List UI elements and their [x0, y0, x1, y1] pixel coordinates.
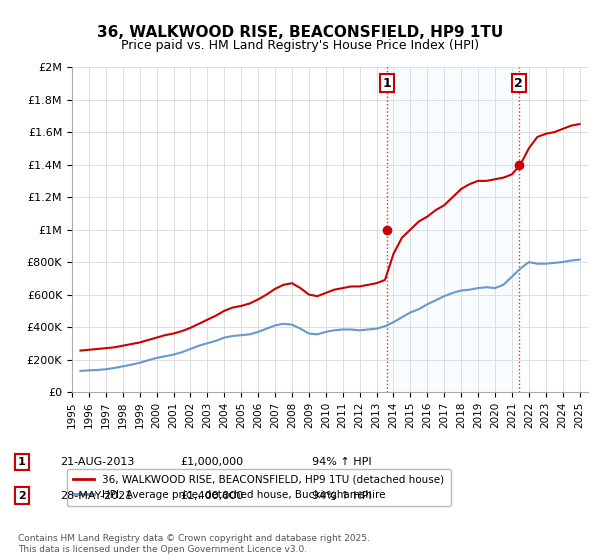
Text: 94% ↑ HPI: 94% ↑ HPI — [312, 457, 371, 467]
Text: 1: 1 — [383, 77, 392, 90]
Text: 21-AUG-2013: 21-AUG-2013 — [60, 457, 134, 467]
Text: £1,000,000: £1,000,000 — [180, 457, 243, 467]
Text: 94% ↑ HPI: 94% ↑ HPI — [312, 491, 371, 501]
Text: 28-MAY-2021: 28-MAY-2021 — [60, 491, 132, 501]
Bar — [388, 67, 519, 392]
Text: Price paid vs. HM Land Registry's House Price Index (HPI): Price paid vs. HM Land Registry's House … — [121, 39, 479, 52]
Legend: 36, WALKWOOD RISE, BEACONSFIELD, HP9 1TU (detached house), HPI: Average price, d: 36, WALKWOOD RISE, BEACONSFIELD, HP9 1TU… — [67, 469, 451, 506]
Text: 2: 2 — [514, 77, 523, 90]
Text: 36, WALKWOOD RISE, BEACONSFIELD, HP9 1TU: 36, WALKWOOD RISE, BEACONSFIELD, HP9 1TU — [97, 25, 503, 40]
Text: 1: 1 — [18, 457, 26, 467]
Text: £1,400,000: £1,400,000 — [180, 491, 243, 501]
Text: 2: 2 — [18, 491, 26, 501]
Text: Contains HM Land Registry data © Crown copyright and database right 2025.
This d: Contains HM Land Registry data © Crown c… — [18, 534, 370, 554]
